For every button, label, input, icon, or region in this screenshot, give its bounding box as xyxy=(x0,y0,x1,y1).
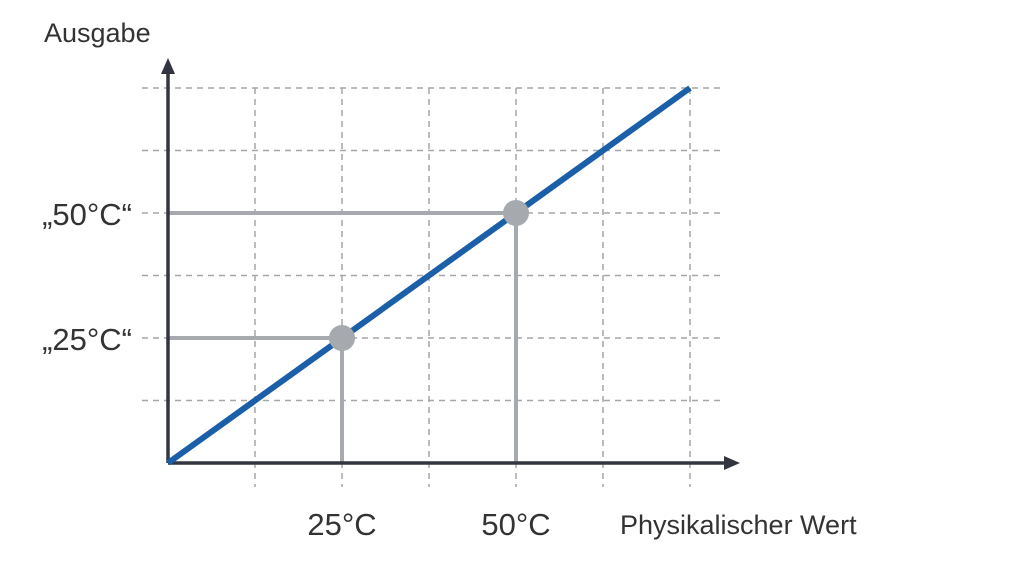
axes xyxy=(161,58,740,470)
y-axis-label: Ausgabe xyxy=(44,18,151,48)
series-line xyxy=(166,85,692,466)
tick-labels: 25°C 50°C „25°C“ „50°C“ xyxy=(42,197,551,542)
guide-lines xyxy=(168,211,518,463)
x-tick-label: 50°C xyxy=(481,507,550,542)
y-axis-arrow-icon xyxy=(161,58,175,74)
x-axis-arrow-icon xyxy=(724,456,740,470)
highlight-point xyxy=(329,325,355,351)
x-axis-label: Physikalischer Wert xyxy=(620,510,857,540)
highlight-points xyxy=(329,200,529,351)
y-tick-label: „50°C“ xyxy=(42,197,132,232)
y-tick-label: „25°C“ xyxy=(42,322,132,357)
highlight-point xyxy=(503,200,529,226)
x-tick-label: 25°C xyxy=(307,507,376,542)
series xyxy=(166,85,692,466)
labels: Ausgabe Physikalischer Wert xyxy=(44,18,857,540)
grid xyxy=(142,87,720,487)
